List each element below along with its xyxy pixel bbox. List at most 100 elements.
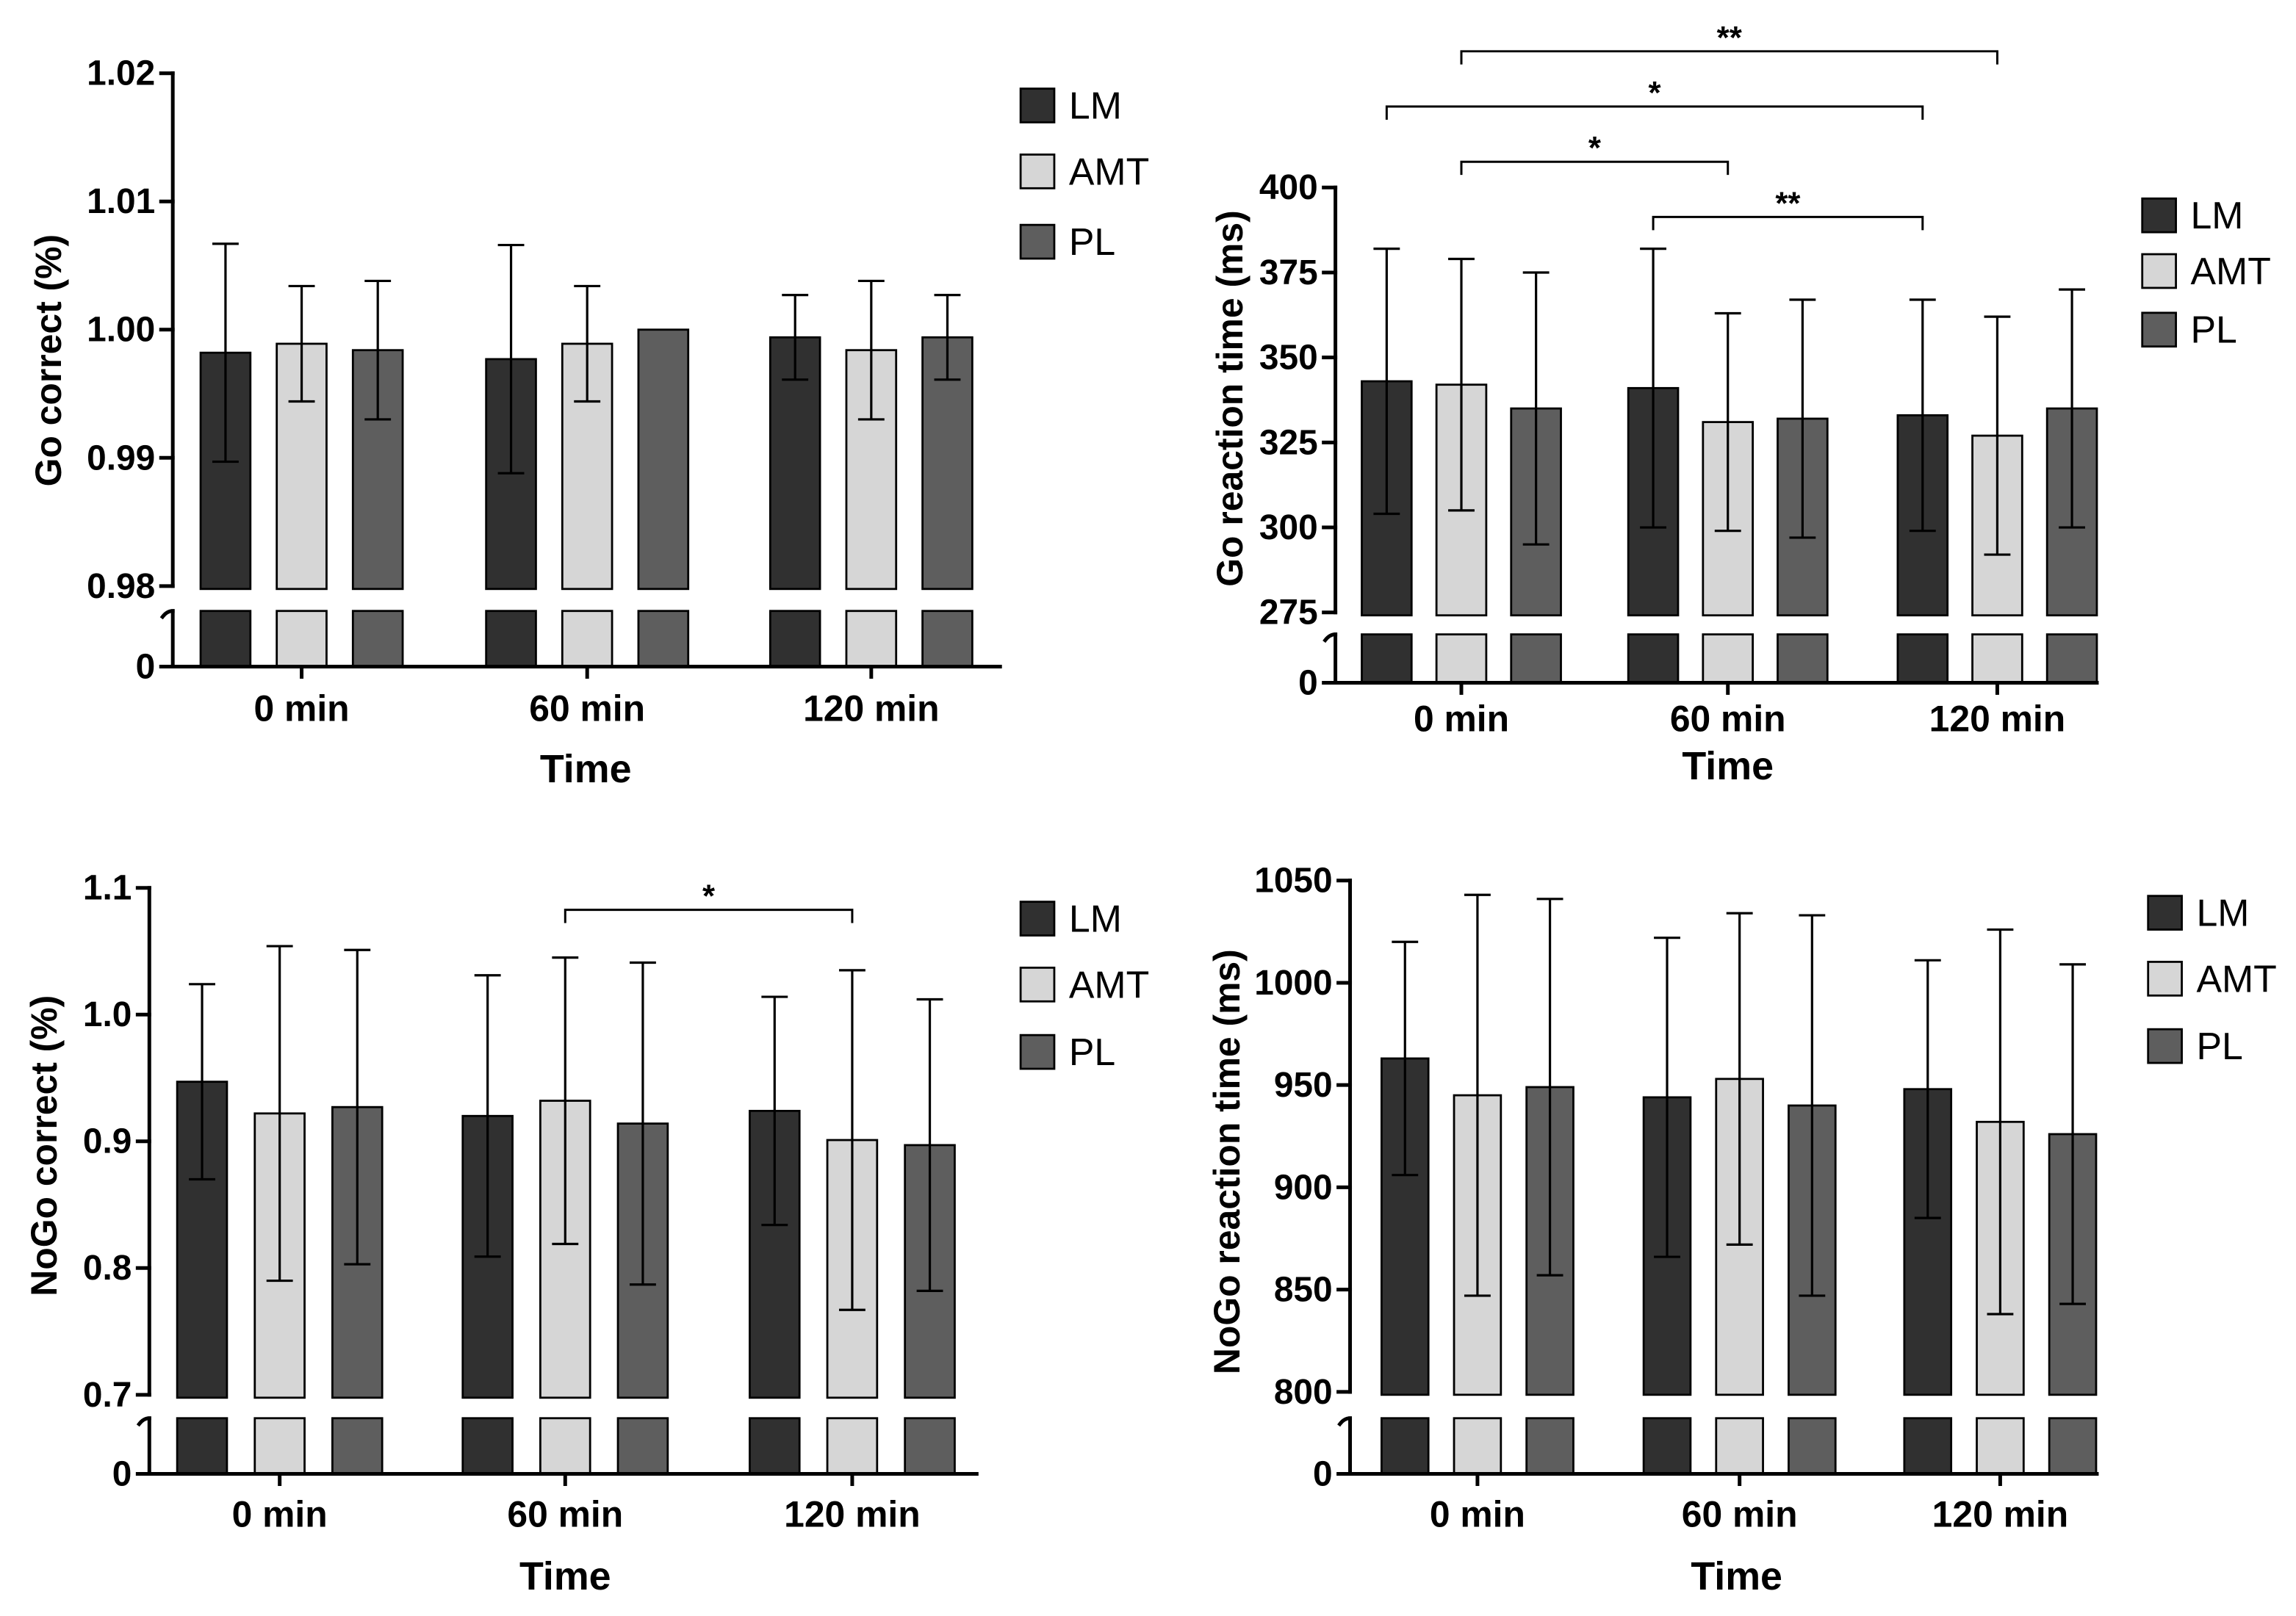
x-category-label: 60 min — [1670, 698, 1786, 739]
bar-base-amt-0-min — [1454, 1418, 1501, 1474]
y-tick-label: 0.7 — [83, 1376, 132, 1415]
bar-base-pl-60-min — [1788, 1418, 1835, 1474]
bar-base-amt-0-min — [1436, 635, 1486, 683]
bar-base-amt-60-min — [540, 1418, 590, 1474]
legend-swatch-pl — [2142, 313, 2176, 347]
bar-base-pl-120-min — [923, 611, 973, 667]
bar-base-amt-0-min — [277, 611, 327, 667]
y-tick-label: 1.1 — [83, 869, 132, 908]
bar-base-amt-120-min — [1973, 635, 2023, 683]
bar-base-amt-0-min — [255, 1418, 305, 1474]
bar-base-pl-60-min — [618, 1418, 668, 1474]
bar-base-lm-0-min — [201, 611, 251, 667]
bar-base-lm-0-min — [177, 1418, 227, 1474]
bar-base-amt-120-min — [1977, 1418, 2024, 1474]
y-tick-label-zero: 0 — [112, 1454, 132, 1493]
y-tick-label: 400 — [1259, 168, 1318, 207]
legend-swatch-lm — [2142, 198, 2176, 232]
x-category-label: 120 min — [1929, 698, 2066, 739]
x-category-label: 0 min — [1414, 698, 1509, 739]
y-tick-label: 1000 — [1254, 964, 1332, 1003]
bar-base-pl-120-min — [2049, 1418, 2096, 1474]
y-tick-label: 0.8 — [83, 1249, 132, 1288]
bar-base-pl-0-min — [1527, 1418, 1574, 1474]
bar-base-lm-60-min — [463, 1418, 513, 1474]
bar-base-pl-0-min — [1511, 635, 1561, 683]
y-tick-label-zero: 0 — [136, 647, 156, 686]
bar-base-lm-60-min — [1644, 1418, 1691, 1474]
bar-base-pl-60-min — [638, 611, 688, 667]
x-category-label: 120 min — [784, 1493, 921, 1534]
y-tick-label: 950 — [1274, 1066, 1333, 1105]
y-axis-title: NoGo reaction time (ms) — [1206, 949, 1248, 1374]
legend-swatch-pl — [1021, 225, 1054, 259]
y-tick-label: 800 — [1274, 1373, 1333, 1412]
legend-label-pl: PL — [2191, 309, 2237, 351]
bar-base-amt-60-min — [1703, 635, 1753, 683]
x-axis-title: Time — [1682, 744, 1774, 788]
y-tick-label: 900 — [1274, 1168, 1333, 1207]
bar-base-amt-120-min — [846, 611, 896, 667]
significance-label: * — [1649, 75, 1662, 111]
x-category-label: 0 min — [1430, 1493, 1525, 1534]
x-axis-title: Time — [540, 747, 632, 791]
y-tick-label: 850 — [1274, 1271, 1333, 1310]
x-axis-title: Time — [519, 1554, 611, 1598]
y-tick-label: 275 — [1259, 594, 1318, 632]
bar-base-pl-120-min — [905, 1418, 955, 1474]
bar-base-amt-120-min — [827, 1418, 877, 1474]
legend-label-lm: LM — [2196, 892, 2249, 934]
legend-swatch-pl — [1021, 1035, 1054, 1069]
legend-swatch-lm — [1021, 902, 1054, 936]
y-tick-label: 0.99 — [87, 439, 155, 477]
x-category-label: 120 min — [1932, 1493, 2069, 1534]
legend-label-amt: AMT — [1069, 963, 1149, 1006]
y-axis-title: Go correct (%) — [28, 234, 69, 486]
bar-base-amt-60-min — [1716, 1418, 1763, 1474]
legend-label-pl: PL — [1069, 1031, 1115, 1073]
x-category-label: 60 min — [1682, 1493, 1798, 1534]
legend-label-amt: AMT — [2196, 957, 2276, 1000]
bar-base-lm-0-min — [1381, 1418, 1428, 1474]
bar-base-pl-60-min — [1777, 635, 1827, 683]
x-category-label: 120 min — [803, 688, 940, 729]
y-tick-label: 1.01 — [87, 182, 155, 221]
bar-base-lm-60-min — [1628, 635, 1678, 683]
legend-label-amt: AMT — [1069, 150, 1149, 192]
bar-base-pl-0-min — [353, 611, 403, 667]
y-tick-label: 0.98 — [87, 567, 155, 606]
x-category-label: 0 min — [254, 688, 350, 729]
y-tick-label-zero: 0 — [1298, 663, 1318, 702]
legend-label-pl: PL — [1069, 220, 1115, 263]
y-axis-title: NoGo correct (%) — [24, 995, 65, 1296]
figure: 0.980.991.001.011.0200 min 60 min 120 minT… — [0, 0, 2296, 1616]
y-tick-label: 300 — [1259, 508, 1318, 547]
bar-base-pl-0-min — [332, 1418, 382, 1474]
legend-swatch-amt — [1021, 154, 1054, 188]
x-category-label: 60 min — [507, 1493, 623, 1534]
legend-swatch-amt — [2148, 962, 2182, 995]
y-tick-label: 1050 — [1254, 862, 1332, 901]
y-tick-label: 0.9 — [83, 1122, 132, 1161]
significance-label: ** — [1775, 185, 1801, 221]
significance-label: ** — [1717, 20, 1743, 56]
y-tick-label: 1.00 — [87, 311, 155, 350]
legend-label-lm: LM — [1069, 898, 1122, 940]
legend-swatch-amt — [1021, 967, 1054, 1001]
y-tick-label: 1.0 — [83, 995, 132, 1034]
legend-label-pl: PL — [2196, 1025, 2242, 1067]
legend-swatch-pl — [2148, 1029, 2182, 1063]
legend-label-amt: AMT — [2191, 250, 2271, 292]
legend-label-lm: LM — [1069, 84, 1122, 127]
bar-base-lm-120-min — [770, 611, 820, 667]
bar-base-pl-120-min — [2047, 635, 2097, 683]
x-category-label: 60 min — [529, 688, 645, 729]
bar-base-lm-120-min — [1898, 635, 1948, 683]
legend-swatch-lm — [2148, 896, 2182, 930]
bar-pl-60-min — [638, 330, 688, 589]
bar-base-lm-120-min — [749, 1418, 799, 1474]
y-tick-label-zero: 0 — [1313, 1454, 1333, 1493]
y-tick-label: 1.02 — [87, 54, 155, 93]
x-axis-title: Time — [1691, 1554, 1782, 1598]
significance-label: * — [702, 879, 716, 915]
